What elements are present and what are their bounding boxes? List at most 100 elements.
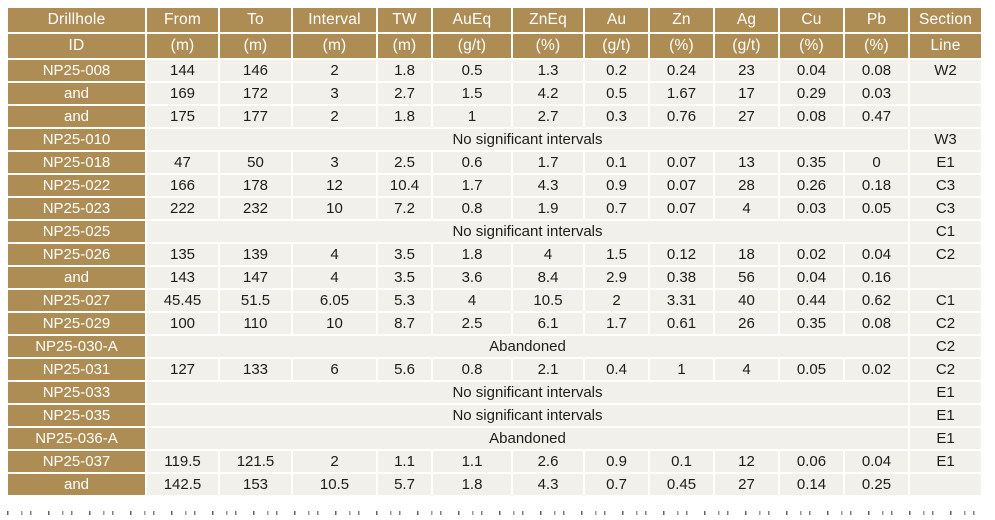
value-cell: 3 bbox=[293, 152, 376, 173]
column-header-line1-11: Pb bbox=[845, 8, 908, 32]
drillhole-id-cell: and bbox=[8, 474, 145, 495]
column-header-line1-10: Cu bbox=[780, 8, 843, 32]
table-row: NP25-031 127 133 6 5.6 0.8 2.1 0.4 1 4 0.05 0.02 C2 bbox=[8, 359, 981, 380]
value-cell: 0.08 bbox=[780, 106, 843, 127]
value-cell: 1.1 bbox=[433, 451, 511, 472]
value-cell: 8.4 bbox=[513, 267, 583, 288]
value-cell: 0.04 bbox=[845, 244, 908, 265]
value-cell: 3.5 bbox=[378, 244, 431, 265]
value-cell: 1.67 bbox=[650, 83, 713, 104]
section-cell: E1 bbox=[910, 405, 981, 426]
column-header-line2-0: ID bbox=[8, 34, 145, 58]
value-cell: 0.04 bbox=[845, 451, 908, 472]
value-cell: 166 bbox=[147, 175, 218, 196]
column-header-line1-7: Au bbox=[585, 8, 648, 32]
value-cell: 4.3 bbox=[513, 474, 583, 495]
section-cell: C3 bbox=[910, 198, 981, 219]
table-row: and 175 177 2 1.8 1 2.7 0.3 0.76 27 0.08 0.47 bbox=[8, 106, 981, 127]
table-row: NP25-023 222 232 10 7.2 0.8 1.9 0.7 0.07 4 0.03 0.0… bbox=[8, 198, 981, 219]
value-cell: 1.8 bbox=[433, 474, 511, 495]
value-cell: 222 bbox=[147, 198, 218, 219]
value-cell: 172 bbox=[220, 83, 291, 104]
value-cell: 12 bbox=[293, 175, 376, 196]
value-cell: 119.5 bbox=[147, 451, 218, 472]
value-cell: 0.18 bbox=[845, 175, 908, 196]
value-cell: 135 bbox=[147, 244, 218, 265]
value-cell: 2 bbox=[585, 290, 648, 311]
value-cell: 0.16 bbox=[845, 267, 908, 288]
value-cell: 0.04 bbox=[780, 267, 843, 288]
value-cell: 18 bbox=[715, 244, 778, 265]
value-cell: 0.07 bbox=[650, 198, 713, 219]
value-cell: 2.7 bbox=[378, 83, 431, 104]
value-cell: 110 bbox=[220, 313, 291, 334]
column-header-line2-7: (g/t) bbox=[585, 34, 648, 58]
value-cell: 1.8 bbox=[433, 244, 511, 265]
column-header-line1-8: Zn bbox=[650, 8, 713, 32]
table-row: NP25-010 No significant intervals W3 bbox=[8, 129, 981, 150]
section-cell: C3 bbox=[910, 175, 981, 196]
value-cell: 1.3 bbox=[513, 60, 583, 81]
section-cell: C2 bbox=[910, 313, 981, 334]
value-cell: 1 bbox=[650, 359, 713, 380]
table-row: NP25-025 No significant intervals C1 bbox=[8, 221, 981, 242]
value-cell: 0.45 bbox=[650, 474, 713, 495]
value-cell: 0.6 bbox=[433, 152, 511, 173]
value-cell: 0.04 bbox=[780, 60, 843, 81]
value-cell: 4 bbox=[293, 267, 376, 288]
column-header-line1-2: To bbox=[220, 8, 291, 32]
table-row: and 142.5 153 10.5 5.7 1.8 4.3 0.7 0.45 27 0.14 0.2… bbox=[8, 474, 981, 495]
clipped-footnote bbox=[7, 511, 987, 517]
drillhole-id-cell: NP25-023 bbox=[8, 198, 145, 219]
value-cell: 4 bbox=[293, 244, 376, 265]
value-cell: 2.7 bbox=[513, 106, 583, 127]
section-cell bbox=[910, 474, 981, 495]
value-cell: 0.05 bbox=[845, 198, 908, 219]
table-row: NP25-033 No significant intervals E1 bbox=[8, 382, 981, 403]
column-header-line2-9: (g/t) bbox=[715, 34, 778, 58]
value-cell: 10.5 bbox=[513, 290, 583, 311]
value-cell: 8.7 bbox=[378, 313, 431, 334]
value-cell: 0.9 bbox=[585, 175, 648, 196]
value-cell: 0.7 bbox=[585, 198, 648, 219]
section-cell: E1 bbox=[910, 451, 981, 472]
drillhole-id-cell: NP25-018 bbox=[8, 152, 145, 173]
column-header-line1-12: Section bbox=[910, 8, 981, 32]
value-cell: 0.12 bbox=[650, 244, 713, 265]
value-cell: 0.35 bbox=[780, 152, 843, 173]
value-cell: 27 bbox=[715, 474, 778, 495]
value-cell: 2.5 bbox=[378, 152, 431, 173]
value-cell: 5.3 bbox=[378, 290, 431, 311]
value-cell: 7.2 bbox=[378, 198, 431, 219]
value-cell: 1.1 bbox=[378, 451, 431, 472]
table-header: Drillhole From To Interval TW AuEq ZnEq Au Zn Ag C… bbox=[8, 8, 981, 58]
section-cell: C2 bbox=[910, 336, 981, 357]
value-cell: 6.05 bbox=[293, 290, 376, 311]
value-cell: 127 bbox=[147, 359, 218, 380]
value-cell: 0.8 bbox=[433, 359, 511, 380]
value-cell: 0.02 bbox=[845, 359, 908, 380]
value-cell: 2 bbox=[293, 60, 376, 81]
value-cell: 1.5 bbox=[585, 244, 648, 265]
drillhole-id-cell: NP25-010 bbox=[8, 129, 145, 150]
value-cell: 143 bbox=[147, 267, 218, 288]
value-cell: 0.03 bbox=[780, 198, 843, 219]
table-row: NP25-030-A Abandoned C2 bbox=[8, 336, 981, 357]
drillhole-results-table: Drillhole From To Interval TW AuEq ZnEq Au Zn Ag C… bbox=[6, 6, 983, 497]
value-cell: 6 bbox=[293, 359, 376, 380]
value-cell: 142.5 bbox=[147, 474, 218, 495]
value-cell: 28 bbox=[715, 175, 778, 196]
table-row: NP25-027 45.45 51.5 6.05 5.3 4 10.5 2 3.31 40 0.44… bbox=[8, 290, 981, 311]
value-cell: 0.76 bbox=[650, 106, 713, 127]
drillhole-id-cell: and bbox=[8, 106, 145, 127]
section-cell: E1 bbox=[910, 382, 981, 403]
value-cell: 40 bbox=[715, 290, 778, 311]
merged-status-cell: No significant intervals bbox=[147, 129, 908, 150]
value-cell: 12 bbox=[715, 451, 778, 472]
column-header-line2-4: (m) bbox=[378, 34, 431, 58]
value-cell: 144 bbox=[147, 60, 218, 81]
table-row: NP25-008 144 146 2 1.8 0.5 1.3 0.2 0.24 23 0.04 0.0… bbox=[8, 60, 981, 81]
drillhole-id-cell: NP25-030-A bbox=[8, 336, 145, 357]
value-cell: 3 bbox=[293, 83, 376, 104]
value-cell: 0.62 bbox=[845, 290, 908, 311]
